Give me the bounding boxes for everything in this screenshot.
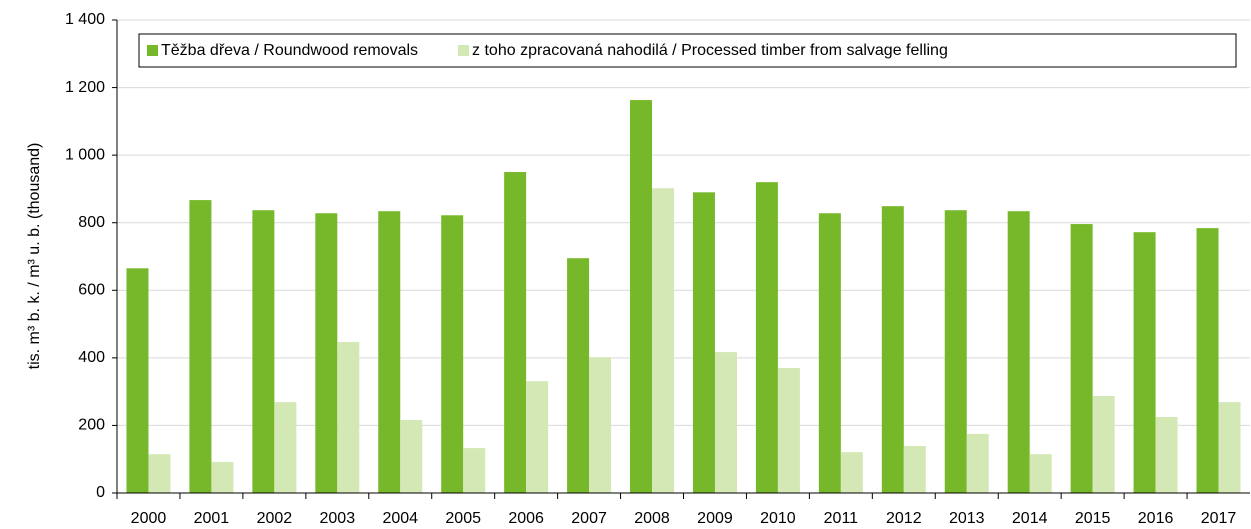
bar [1029, 454, 1052, 493]
x-tick-label: 2011 [824, 510, 859, 527]
bar [652, 188, 675, 493]
x-tick-label: 2006 [508, 510, 544, 527]
legend-swatch [458, 45, 470, 56]
x-tick-label: 2017 [1201, 510, 1237, 527]
x-tick-label: 2002 [257, 510, 293, 527]
x-tick-label: 2010 [760, 510, 796, 527]
x-tick-label: 2008 [634, 510, 670, 527]
y-tick-label: 600 [78, 282, 105, 299]
bar [903, 446, 926, 493]
x-tick-label: 2016 [1138, 510, 1174, 527]
bar [504, 172, 527, 494]
bar [274, 402, 297, 493]
y-tick-label: 0 [96, 484, 105, 501]
bar [189, 200, 212, 493]
x-tick-label: 2013 [949, 510, 985, 527]
bar [1092, 396, 1115, 493]
y-axis-label: tis. m³ b. k. / m³ u. b. (thousand) [26, 143, 43, 370]
x-tick-label: 2000 [131, 510, 167, 527]
bar [714, 352, 737, 493]
bar [1070, 224, 1093, 493]
x-tick-label: 2014 [1012, 510, 1048, 527]
bar [1196, 228, 1219, 493]
legend-box [138, 33, 1237, 68]
bar [944, 210, 967, 494]
x-tick-label: 2004 [382, 510, 418, 527]
x-tick-label: 2009 [697, 510, 733, 527]
x-tick-label: 2015 [1075, 510, 1111, 527]
y-tick-label: 1 000 [65, 146, 105, 163]
bar [211, 461, 234, 493]
x-tick-label: 2012 [886, 510, 922, 527]
bar [777, 367, 800, 493]
x-tick-label: 2001 [194, 510, 230, 527]
bar [378, 211, 401, 493]
bar [818, 213, 841, 494]
bar [692, 192, 715, 494]
bar [463, 448, 486, 493]
x-tick-label: 2005 [445, 510, 481, 527]
legend-swatch [147, 45, 158, 56]
y-tick-label: 1 200 [65, 79, 105, 96]
bar [589, 357, 612, 493]
legend-label: z toho zpracovaná nahodilá / Processed t… [472, 42, 948, 59]
y-tick-label: 400 [78, 349, 105, 366]
bar [1155, 416, 1178, 493]
bar [881, 206, 904, 493]
bar [1007, 211, 1030, 493]
bar [400, 420, 423, 493]
bar [337, 341, 360, 493]
bar [755, 182, 778, 493]
bar [441, 215, 464, 493]
bar [840, 452, 863, 493]
bar [126, 268, 149, 493]
x-tick-label: 2003 [320, 510, 356, 527]
x-tick-label: 2007 [571, 510, 607, 527]
y-tick-label: 1 400 [65, 11, 105, 28]
bar [252, 210, 275, 494]
bar [315, 213, 338, 494]
bar [148, 454, 171, 493]
bar [966, 433, 989, 493]
bar [1218, 402, 1241, 493]
y-tick-label: 800 [78, 214, 105, 231]
bar [1133, 232, 1156, 493]
bar [567, 258, 590, 493]
legend-label: Těžba dřeva / Roundwood removals [161, 42, 418, 59]
y-tick-label: 200 [78, 417, 105, 434]
bar [526, 381, 549, 493]
bar [630, 100, 653, 493]
